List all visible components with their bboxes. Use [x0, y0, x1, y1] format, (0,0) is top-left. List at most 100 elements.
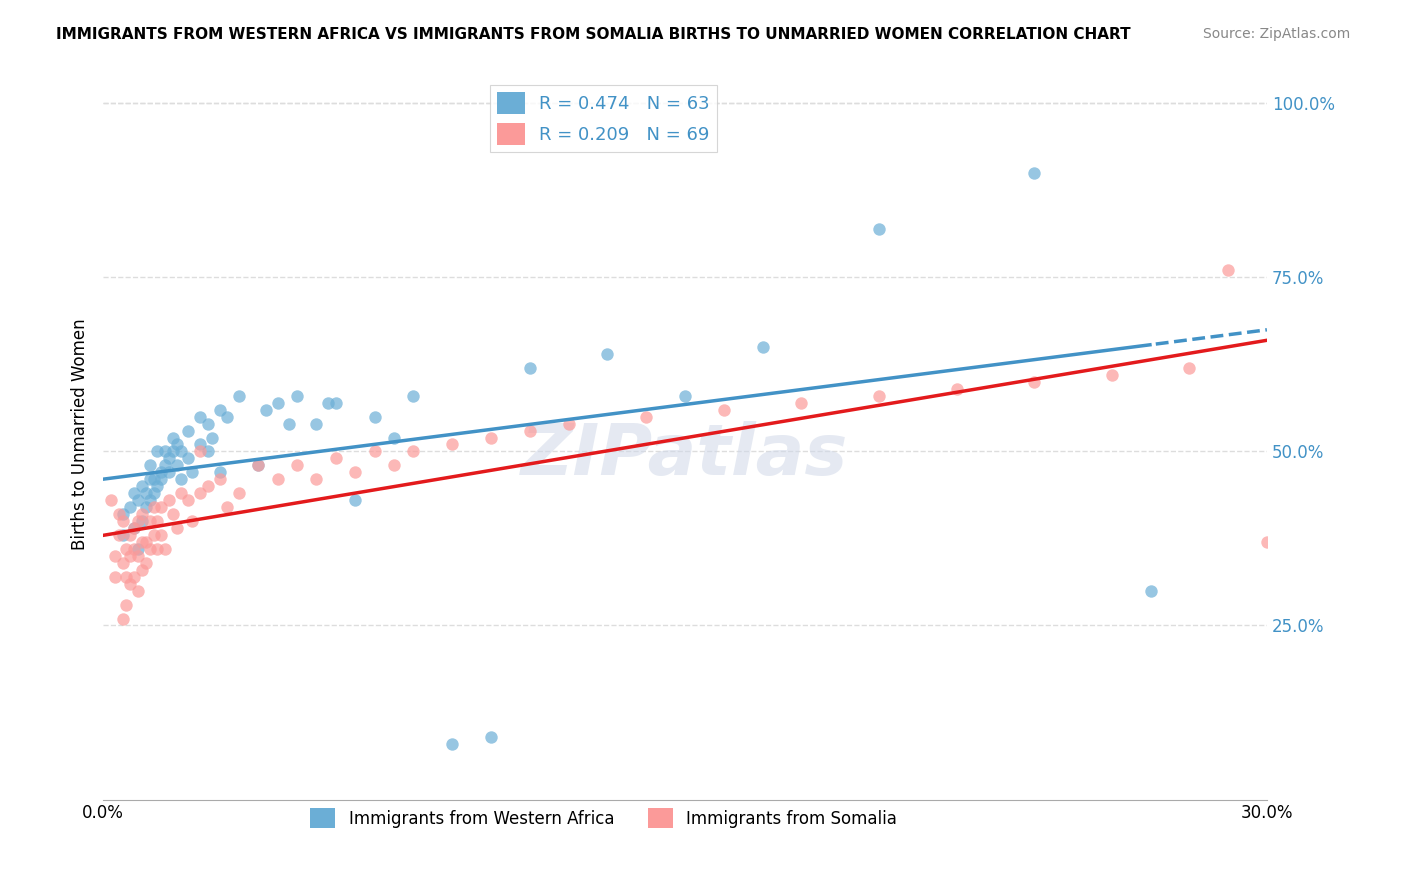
Point [188, 409, 211, 424]
Point [127, 583, 149, 598]
Point [382, 458, 405, 473]
Text: ZIPatlas: ZIPatlas [522, 421, 849, 491]
Point [868, 221, 890, 235]
Point [247, 458, 270, 473]
Point [519, 424, 541, 438]
Text: IMMIGRANTS FROM WESTERN AFRICA VS IMMIGRANTS FROM SOMALIA BIRTHS TO UNMARRIED WO: IMMIGRANTS FROM WESTERN AFRICA VS IMMIGR… [56, 27, 1130, 42]
Point [177, 451, 200, 466]
Point [150, 528, 173, 542]
Point [217, 500, 239, 515]
Point [363, 444, 385, 458]
Point [596, 347, 619, 361]
Point [115, 570, 138, 584]
Point [107, 528, 129, 542]
Point [1024, 375, 1046, 389]
Point [153, 458, 176, 473]
Point [228, 486, 250, 500]
Point [208, 465, 231, 479]
Legend: Immigrants from Western Africa, Immigrants from Somalia: Immigrants from Western Africa, Immigran… [304, 801, 904, 835]
Point [228, 389, 250, 403]
Point [135, 535, 157, 549]
Point [945, 382, 967, 396]
Point [131, 514, 153, 528]
Point [177, 493, 200, 508]
Point [267, 395, 290, 409]
Point [170, 486, 193, 500]
Point [166, 458, 188, 473]
Point [100, 493, 122, 508]
Point [441, 437, 464, 451]
Point [138, 493, 160, 508]
Point [247, 458, 270, 473]
Point [166, 437, 188, 451]
Point [166, 521, 188, 535]
Point [122, 570, 145, 584]
Point [122, 521, 145, 535]
Point [115, 541, 138, 556]
Point [181, 514, 204, 528]
Point [157, 493, 180, 508]
Point [122, 541, 145, 556]
Point [316, 395, 339, 409]
Point [713, 402, 735, 417]
Point [120, 500, 142, 515]
Point [135, 556, 157, 570]
Point [127, 549, 149, 563]
Point [142, 472, 165, 486]
Point [267, 472, 290, 486]
Point [127, 541, 149, 556]
Point [1101, 368, 1123, 382]
Point [162, 444, 184, 458]
Point [382, 430, 405, 444]
Point [208, 402, 231, 417]
Point [1256, 535, 1278, 549]
Point [146, 514, 169, 528]
Point [146, 479, 169, 493]
Point [285, 458, 308, 473]
Point [153, 541, 176, 556]
Point [142, 486, 165, 500]
Point [104, 570, 127, 584]
Point [150, 465, 173, 479]
Point [122, 521, 145, 535]
Point [305, 417, 328, 431]
Point [278, 417, 301, 431]
Point [441, 737, 464, 751]
Point [150, 472, 173, 486]
Point [104, 549, 127, 563]
Point [636, 409, 658, 424]
Point [150, 500, 173, 515]
Point [201, 430, 224, 444]
Point [138, 514, 160, 528]
Point [138, 541, 160, 556]
Point [254, 402, 277, 417]
Point [363, 409, 385, 424]
Point [217, 409, 239, 424]
Point [1178, 360, 1201, 375]
Point [111, 611, 134, 625]
Point [197, 417, 219, 431]
Point [197, 444, 219, 458]
Point [1216, 263, 1239, 277]
Point [519, 360, 541, 375]
Point [115, 598, 138, 612]
Point [790, 395, 813, 409]
Point [127, 493, 149, 508]
Point [197, 479, 219, 493]
Point [157, 465, 180, 479]
Point [162, 507, 184, 521]
Point [146, 444, 169, 458]
Point [135, 500, 157, 515]
Point [751, 340, 773, 354]
Point [131, 535, 153, 549]
Point [285, 389, 308, 403]
Point [157, 451, 180, 466]
Point [131, 479, 153, 493]
Point [170, 444, 193, 458]
Point [146, 541, 169, 556]
Point [479, 430, 502, 444]
Point [111, 514, 134, 528]
Point [131, 563, 153, 577]
Point [402, 389, 425, 403]
Point [479, 730, 502, 744]
